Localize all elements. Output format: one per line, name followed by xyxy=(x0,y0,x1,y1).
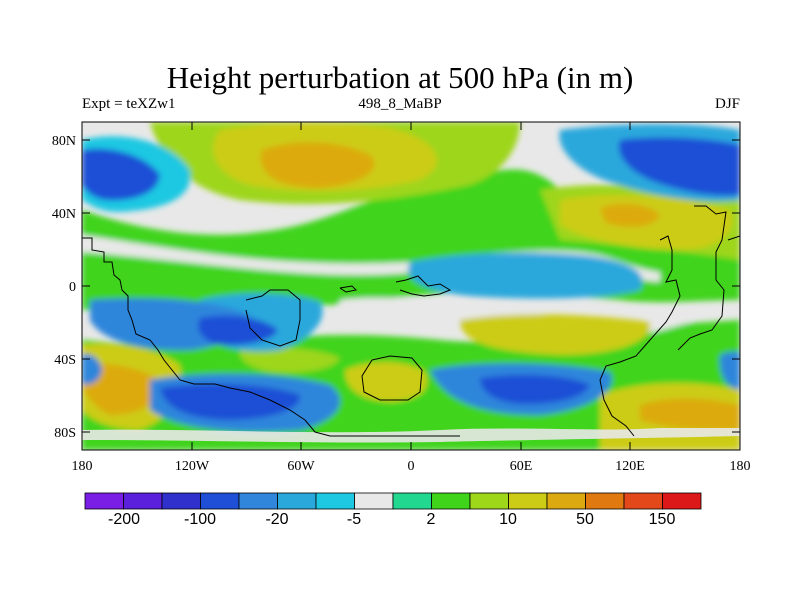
x-tick-label: 120W xyxy=(175,459,210,474)
colorbar-box xyxy=(431,492,471,510)
x-axis: 180 120W 60W 0 60E 120E 180 xyxy=(72,122,751,474)
colorbar-box xyxy=(392,492,432,510)
colorbar-box xyxy=(84,492,124,510)
x-tick-label: 180 xyxy=(72,459,93,474)
colorbar-labels: -200 -100 -20 -5 2 10 50 150 xyxy=(108,511,675,528)
colorbar-label: 150 xyxy=(649,511,676,528)
colorbar-box xyxy=(508,492,548,510)
colorbar-box xyxy=(161,492,201,510)
y-tick-label: 40N xyxy=(52,207,76,222)
colorbar-box xyxy=(200,492,240,510)
colorbar-box xyxy=(315,492,355,510)
map-title: Height perturbation at 500 hPa (in m) xyxy=(166,60,634,95)
experiment-label: Expt = teXZw1 xyxy=(82,96,176,112)
coastlines xyxy=(82,205,740,437)
x-tick-label: 60W xyxy=(287,459,315,474)
colorbar-label: 2 xyxy=(427,511,436,528)
colorbar-label: -100 xyxy=(184,511,216,528)
colorbar-box xyxy=(469,492,509,510)
season-label: DJF xyxy=(714,96,740,112)
y-axis: 80N 40N 0 40S 80S xyxy=(52,134,740,441)
colorbar-box xyxy=(546,492,586,510)
colorbar xyxy=(84,492,702,510)
colorbar-box xyxy=(123,492,163,510)
colorbar-box xyxy=(585,492,625,510)
colorbar-label: -5 xyxy=(347,511,361,528)
colorbar-label: 10 xyxy=(499,511,517,528)
period-label: 498_8_MaBP xyxy=(358,96,442,112)
colorbar-box xyxy=(662,492,702,510)
x-tick-label: 120E xyxy=(615,459,645,474)
y-tick-label: 80S xyxy=(54,426,76,441)
x-tick-label: 180 xyxy=(730,459,751,474)
colorbar-label: 50 xyxy=(576,511,594,528)
colorbar-box xyxy=(623,492,663,510)
colorbar-label: -200 xyxy=(108,511,140,528)
y-tick-label: 40S xyxy=(54,353,76,368)
x-tick-label: 60E xyxy=(510,459,533,474)
y-tick-label: 80N xyxy=(52,134,76,149)
colorbar-box xyxy=(354,492,394,510)
colorbar-box xyxy=(277,492,317,510)
colorbar-box xyxy=(238,492,278,510)
y-tick-label: 0 xyxy=(69,280,76,295)
contour-field xyxy=(82,122,740,450)
colorbar-label: -20 xyxy=(265,511,288,528)
x-tick-label: 0 xyxy=(408,459,415,474)
